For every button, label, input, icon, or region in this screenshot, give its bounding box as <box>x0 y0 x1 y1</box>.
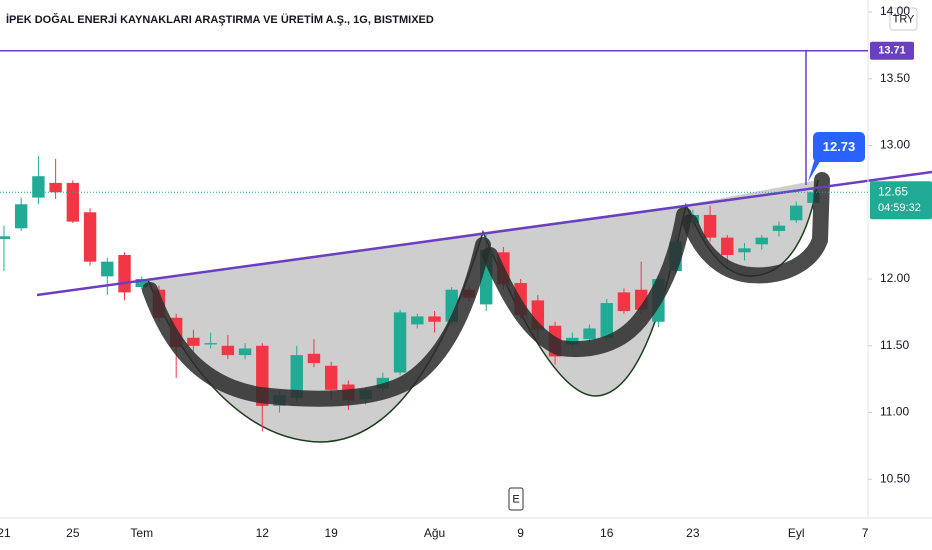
target-label: 13.71 <box>878 45 906 57</box>
handle-stroke <box>682 172 830 284</box>
chart-title: İPEK DOĞAL ENERJİ KAYNAKLARI ARAŞTIRMA V… <box>6 13 434 26</box>
candle-body <box>32 176 45 198</box>
candle-body <box>221 345 235 356</box>
y-tick-label: 13.00 <box>880 138 910 152</box>
countdown: 04:59:32 <box>878 202 921 214</box>
candle-body <box>772 225 786 231</box>
last-price-box <box>870 181 932 220</box>
candle-body <box>583 328 596 340</box>
drawings <box>36 170 932 407</box>
event-marker-box <box>508 487 524 511</box>
candle-body <box>807 192 820 203</box>
candle-body <box>789 205 803 221</box>
candle-body <box>118 254 131 293</box>
x-tick-label: 9 <box>517 526 524 540</box>
candle-body <box>0 236 11 239</box>
callout-label: 12.73 <box>823 139 856 154</box>
currency-box <box>889 7 918 31</box>
cup-fill <box>686 180 818 276</box>
x-tick-label: 19 <box>325 526 339 540</box>
candles <box>0 156 820 432</box>
handle-stroke <box>482 207 692 358</box>
trendline <box>36 170 932 297</box>
candle-body <box>617 292 631 312</box>
last-price-label: 12.65 <box>878 184 908 198</box>
candle-body <box>393 312 407 373</box>
candle-body <box>204 343 217 345</box>
candle-body <box>135 279 148 288</box>
candle-body <box>600 303 613 338</box>
candle-body <box>324 365 338 390</box>
candle-body <box>49 182 62 193</box>
cup-fill <box>483 205 686 396</box>
candle-body <box>101 261 114 277</box>
candle-body <box>721 237 734 255</box>
candle-body <box>307 353 321 364</box>
candle-body <box>83 212 97 262</box>
candle-body <box>14 204 28 229</box>
y-tick-label: 13.50 <box>880 71 910 85</box>
target-label-box <box>870 41 914 60</box>
candle-body <box>66 182 80 222</box>
candle-body <box>703 214 717 238</box>
candle-body <box>428 316 441 322</box>
currency: TRY <box>893 13 915 25</box>
event-marker[interactable]: E <box>512 493 519 505</box>
candle-body <box>376 377 390 389</box>
handle-stroke <box>142 237 491 407</box>
candle-body <box>411 316 424 325</box>
candle-body <box>238 348 252 356</box>
callout-box <box>813 132 865 162</box>
x-tick-label: 25 <box>66 526 80 540</box>
candle-body <box>755 237 768 245</box>
y-tick-label: 14.00 <box>880 4 910 18</box>
y-tick-label: 10.50 <box>880 471 910 485</box>
candle-body <box>187 337 200 346</box>
y-tick-label: 11.50 <box>880 338 909 352</box>
x-tick-label: Eyl <box>788 526 805 540</box>
x-tick-label: 16 <box>600 526 614 540</box>
y-tick-label: 11.00 <box>880 405 909 419</box>
candle-body <box>290 355 303 398</box>
x-tick-label: 7 <box>862 526 869 540</box>
x-tick-label: Ağu <box>424 526 445 540</box>
y-tick-label: 12.00 <box>880 271 910 285</box>
x-tick-label: 21 <box>0 526 11 540</box>
x-tick-label: Tem <box>130 526 153 540</box>
x-tick-label: 12 <box>256 526 270 540</box>
x-tick-label: 23 <box>686 526 700 540</box>
candle-body <box>738 248 751 253</box>
